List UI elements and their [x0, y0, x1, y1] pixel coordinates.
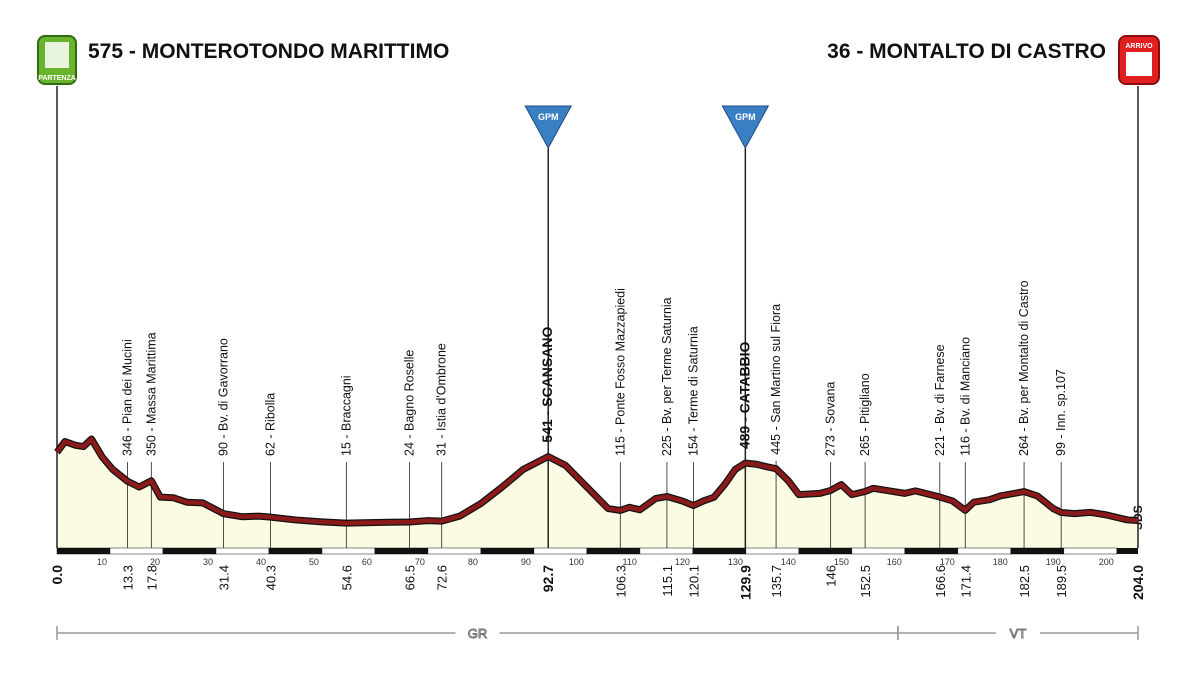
waypoint-label: 24 - Bagno Roselle [402, 350, 416, 456]
x-tick-label: 80 [468, 557, 478, 567]
km-bar-segment [1010, 547, 1065, 555]
x-tick-label: 160 [887, 557, 902, 567]
waypoint-label: 225 - Bv. per Terme Saturnia [660, 297, 674, 456]
km-bar-segment [957, 547, 1012, 555]
waypoint-label: 346 - Pian dei Mucini [120, 339, 134, 456]
waypoint-km: 152.5 [858, 565, 873, 598]
start-flag [45, 42, 69, 68]
x-tick-label: 10 [97, 557, 107, 567]
waypoint-km: 72.6 [435, 565, 450, 590]
finish-mark [1126, 52, 1152, 76]
km-bar-end [1116, 548, 1138, 554]
waypoint-label: 445 - San Martino sul Fiora [769, 304, 783, 455]
km-bar-segment [533, 547, 588, 555]
x-tick-label: 150 [834, 557, 849, 567]
x-tick-label: 110 [623, 557, 637, 567]
x-tick-label: 90 [521, 557, 531, 567]
waypoint-km: 171.4 [958, 565, 973, 598]
waypoint-label: 265 - Pitigliano [858, 373, 872, 456]
finish-icon-label: ARRIVO [1125, 43, 1153, 50]
waypoint-km: 115.1 [660, 565, 675, 597]
km-bar-segment [1063, 547, 1118, 555]
waypoint-label: 541 - SCANSANO [539, 327, 555, 443]
waypoint-km: 31.4 [216, 565, 231, 590]
waypoint-km: 189.5 [1054, 565, 1069, 598]
kom-marker [524, 105, 573, 150]
km-bar-segment [374, 547, 429, 555]
km-bar-segment [586, 547, 641, 555]
km-bar-segment [215, 547, 270, 555]
waypoint-km: 106.3 [613, 565, 628, 598]
waypoint-label: 115 - Ponte Fosso Mazzapiedi [613, 288, 627, 456]
kom-label: GPM [735, 112, 756, 122]
km-bar-segment [745, 547, 800, 555]
km-bar-segment [56, 547, 111, 555]
x-tick-label: 30 [203, 557, 213, 567]
waypoint-km: 146 [824, 565, 839, 587]
waypoint-km: 54.6 [339, 565, 354, 590]
km-bar-segment [480, 547, 535, 555]
x-tick-label: 40 [256, 557, 266, 567]
x-tick-label: 190 [1046, 557, 1061, 567]
region-label-bg [995, 624, 1040, 642]
region-label-bg [455, 624, 500, 642]
profile-area [57, 438, 1138, 548]
km-bar-segment [162, 547, 217, 555]
x-tick-label: 50 [309, 557, 319, 567]
waypoint-km: 92.7 [540, 565, 556, 592]
waypoint-km: 40.3 [264, 565, 279, 590]
waypoint-label: 273 - Sovana [824, 382, 838, 456]
x-tick-label: 120 [675, 557, 690, 567]
region-label: VT [1010, 626, 1027, 641]
km-bar-segment [851, 547, 906, 555]
km-bar-segment [268, 547, 323, 555]
x-tick-label: 140 [781, 557, 796, 567]
x-tick-label: 180 [993, 557, 1008, 567]
waypoint-km: 17.8 [144, 565, 159, 590]
waypoint-km: 204.0 [1130, 565, 1146, 600]
x-tick-label: 200 [1099, 557, 1114, 567]
x-tick-label: 60 [362, 557, 372, 567]
kom-label: GPM [538, 112, 559, 122]
waypoint-label: 350 - Massa Marittima [144, 332, 158, 456]
km-bar-segment [321, 547, 376, 555]
waypoint-label: 116 - Bv. di Manciano [958, 337, 972, 456]
waypoint-km: 135.7 [769, 565, 784, 598]
waypoint-km: 182.5 [1017, 565, 1032, 598]
x-tick-label: 170 [940, 557, 955, 567]
waypoint-label: 221 - Bv. di Farnese [933, 344, 947, 456]
km-bar-segment [109, 547, 164, 555]
profile-line [55, 436, 1139, 526]
waypoint-label: 154 - Terme di Saturnia [686, 326, 700, 456]
waypoint-label: 99 - Inn. sp.107 [1054, 369, 1068, 456]
km-bar-segment [692, 547, 747, 555]
waypoint-km: 129.9 [737, 565, 753, 600]
waypoint-label: 90 - Bv. di Gavorrano [216, 338, 230, 456]
waypoint-km: 120.1 [686, 565, 701, 598]
x-tick-label: 100 [569, 557, 584, 567]
km-bar-segment [639, 547, 694, 555]
finish-label: 36 - MONTALTO DI CASTRO [827, 40, 1106, 63]
region-label: GR [468, 626, 488, 641]
waypoint-km: 0.0 [49, 565, 65, 585]
waypoint-label: 264 - Bv. per Montalto di Castro [1017, 280, 1031, 456]
km-bar-segment [904, 547, 959, 555]
waypoint-label: 489 - CATABBIO [736, 341, 752, 449]
waypoint-km: 66.5 [402, 565, 417, 590]
start-label: 575 - MONTEROTONDO MARITTIMO [88, 40, 449, 63]
x-tick-label: 130 [728, 557, 743, 567]
waypoint-label: 62 - Ribolla [264, 393, 278, 456]
km-bar-segment [427, 547, 482, 555]
x-tick-label: 70 [415, 557, 425, 567]
waypoint-km: 13.3 [120, 565, 135, 590]
kom-marker [721, 105, 770, 150]
waypoint-label: 31 - Istia d'Ombrone [435, 343, 449, 456]
x-tick-label: 20 [150, 557, 160, 567]
start-icon-label: PARTENZA [38, 75, 76, 82]
waypoint-km: 166.6 [933, 565, 948, 598]
waypoint-label: 15 - Braccagni [339, 375, 353, 456]
km-bar-segment [798, 547, 853, 555]
